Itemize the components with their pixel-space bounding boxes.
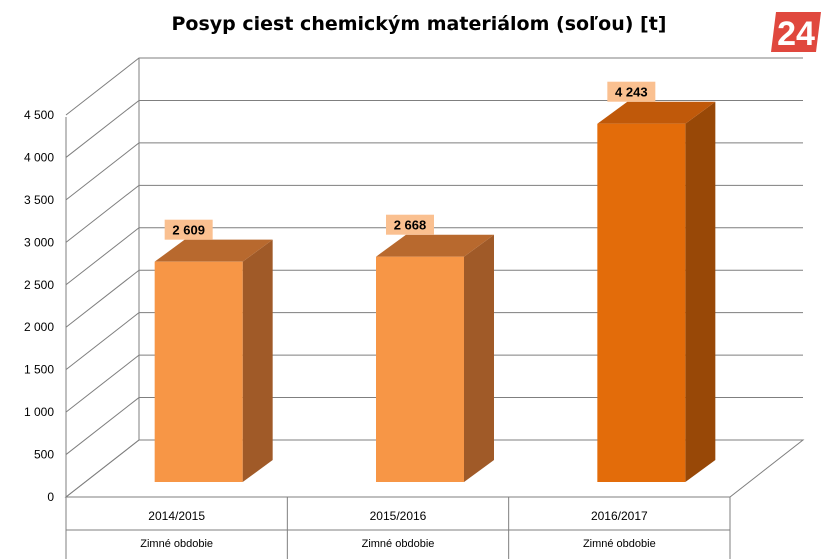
x-tick-label: 2016/2017	[591, 509, 648, 523]
x-category-sublabel: Zimné obdobie	[583, 538, 656, 550]
bar	[155, 262, 243, 482]
data-label: 4 243	[615, 85, 648, 100]
y-tick-label: 4 500	[24, 108, 54, 122]
logo-24-icon: 24	[770, 10, 822, 54]
y-tick-label: 1 500	[24, 363, 54, 377]
x-category-sublabel: Zimné obdobie	[140, 538, 213, 550]
chart-bars	[155, 102, 716, 482]
y-axis-tick-labels: 0 500 1 000 1 500 2 000 2 500 3 000 3 500 4 000 4…	[24, 108, 54, 504]
y-tick-label: 2 000	[24, 320, 54, 334]
data-label: 2 668	[394, 218, 427, 233]
bar	[597, 124, 685, 482]
x-tick-label: 2015/2016	[370, 509, 427, 523]
x-category-sublabel: Zimné obdobie	[362, 538, 435, 550]
y-tick-label: 500	[34, 448, 54, 462]
x-tick-label: 2014/2015	[148, 509, 205, 523]
data-labels: 2 609 2 668 4 243	[165, 82, 656, 240]
data-label: 2 609	[172, 223, 205, 238]
y-tick-label: 4 000	[24, 150, 54, 164]
logo-24-text: 24	[777, 15, 815, 53]
y-tick-label: 1 000	[24, 405, 54, 419]
bar	[376, 257, 464, 482]
bar-side	[464, 235, 494, 482]
y-tick-label: 0	[47, 490, 54, 504]
y-tick-label: 3 000	[24, 235, 54, 249]
y-tick-label: 3 500	[24, 193, 54, 207]
x-axis-table: 2014/2015 Zimné obdobie 2015/2016 Zimné obd…	[66, 497, 730, 559]
bar-side	[243, 240, 273, 482]
y-tick-label: 2 500	[24, 278, 54, 292]
bar-side	[685, 102, 715, 482]
